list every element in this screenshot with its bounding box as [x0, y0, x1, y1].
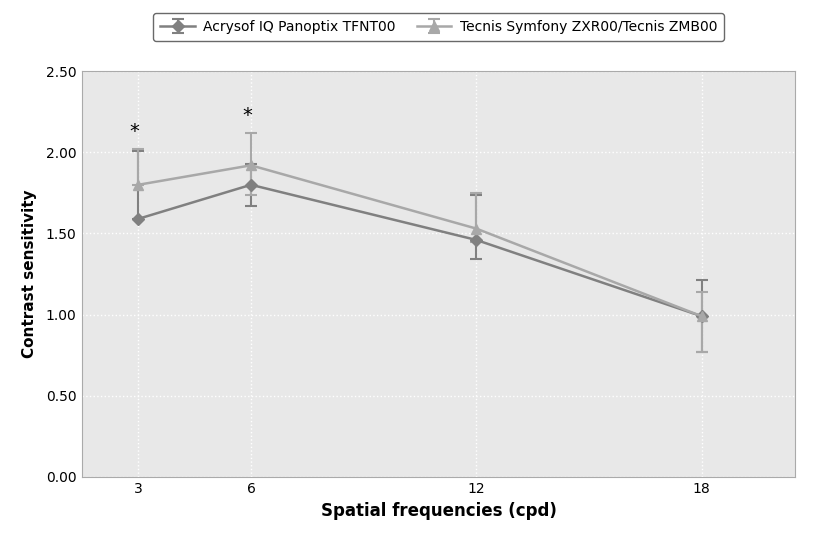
- Legend: Acrysof IQ Panoptix TFNT00, Tecnis Symfony ZXR00/Tecnis ZMB00: Acrysof IQ Panoptix TFNT00, Tecnis Symfo…: [153, 13, 723, 41]
- Text: *: *: [129, 122, 139, 141]
- X-axis label: Spatial frequencies (cpd): Spatial frequencies (cpd): [320, 502, 556, 520]
- Text: *: *: [242, 106, 251, 125]
- Y-axis label: Contrast sensitivity: Contrast sensitivity: [22, 190, 38, 358]
